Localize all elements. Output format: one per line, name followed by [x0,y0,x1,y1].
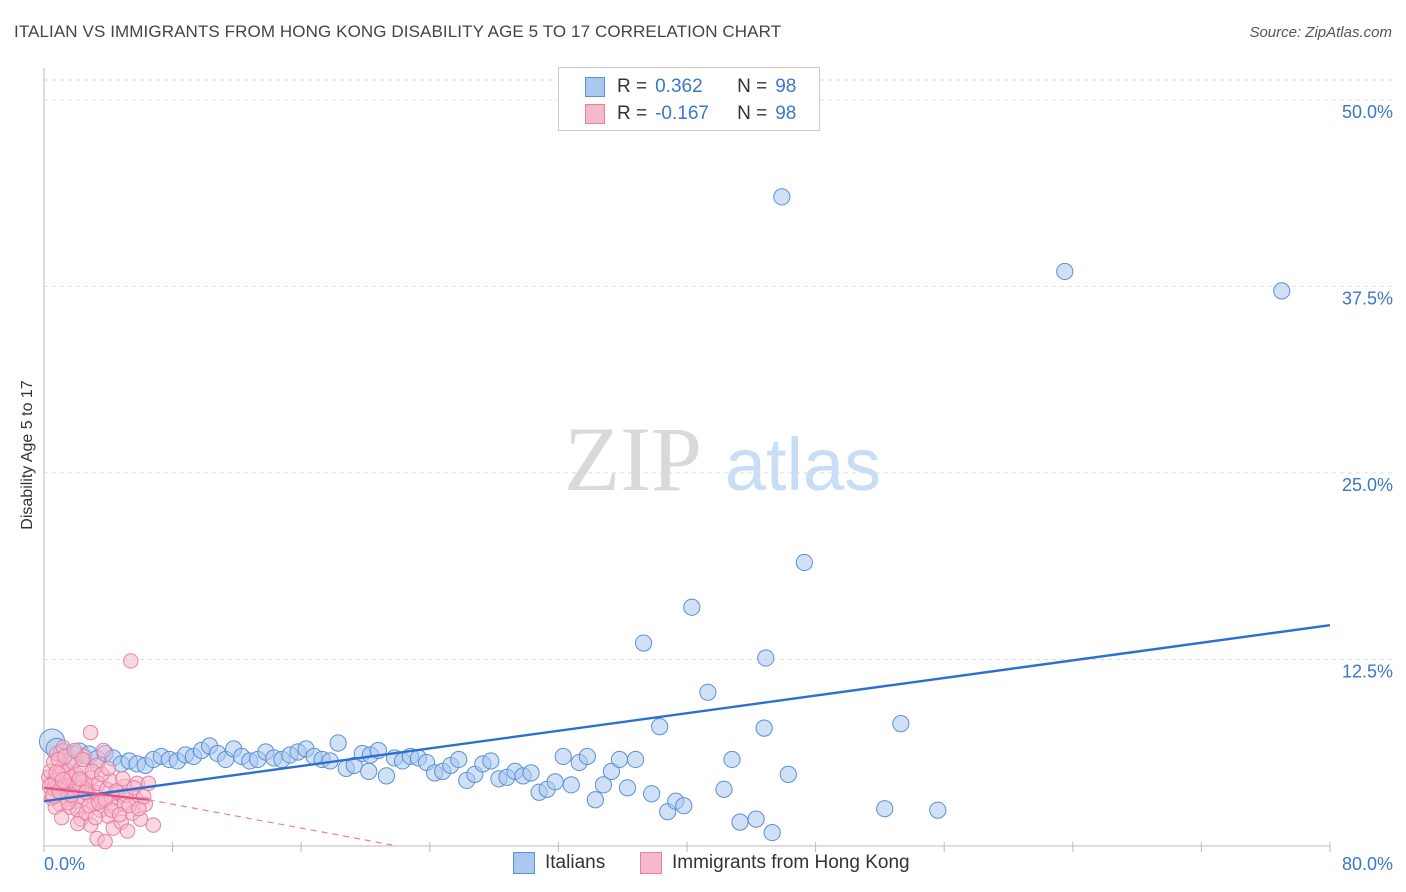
trend-lines [43,623,1331,847]
hongkong-point [123,653,139,669]
y-tick-label: 25.0% [1342,475,1393,495]
legend-swatch-hongkong [640,852,662,874]
watermark-zip: ZIP [564,408,702,510]
x-tick-label: 0.0% [44,854,85,874]
hongkong-trend-line [43,786,149,801]
italians-point [450,750,468,769]
italians-point [578,747,596,766]
italians-point [699,683,717,701]
x-tick-label: 80.0% [1342,854,1393,874]
italians-point [1273,282,1291,300]
italians-point [610,750,629,769]
italians-point [929,801,947,819]
italians-point [482,752,500,770]
italians-point [675,797,693,815]
italians-point [683,598,701,616]
legend-row-italians: R = 0.362 N = 98 [559,74,796,100]
legend-item-hongkong[interactable]: Immigrants from Hong Kong [640,852,910,874]
hongkong-point [95,742,112,759]
italians-point [763,823,781,842]
legend-r-italians: 0.362 [655,76,703,97]
legend-label-hongkong: Immigrants from Hong Kong [672,852,910,873]
watermark: ZIP atlas [564,408,881,510]
grid-lines [44,79,1392,660]
italians-point [554,747,572,766]
italians-point [731,813,749,831]
hongkong-point [111,806,128,823]
italians-point [755,719,773,737]
italians-point [643,785,661,803]
italians-point [360,762,378,780]
italians-point [634,634,653,652]
stats-legend: R = 0.362 N = 98 R = -0.167 N = 98 [558,67,820,131]
legend-item-italians[interactable]: Italians [513,852,605,874]
italians-point [779,765,797,783]
hongkong-point [71,771,88,787]
italians-point [626,750,645,769]
italians-point [562,776,580,794]
italians-point [345,756,363,775]
italians-point [715,780,733,798]
italians-point [586,791,604,809]
italians-point [876,800,894,818]
italians-trend-line [43,623,1331,803]
legend-n-italians: 98 [775,76,797,97]
legend-swatch-italians [513,852,535,874]
hongkong-trend-line-extension [148,799,398,847]
italians-point [546,773,564,791]
italians-point [795,553,813,572]
italians-point [618,779,637,797]
italians-point [747,810,765,828]
italians-point [329,734,347,752]
hongkong-point [115,771,131,787]
chart-title: ITALIAN VS IMMIGRANTS FROM HONG KONG DIS… [14,22,782,41]
y-tick-label: 37.5% [1342,288,1393,308]
axes [43,68,1331,852]
italians-point [723,750,741,769]
legend-row-hongkong: R = -0.167 N = 98 [559,101,796,127]
hongkong-point [82,724,99,741]
italians-point [594,776,613,794]
legend-swatch-italians [585,77,605,97]
hongkong-points [41,653,162,850]
legend-r-label: R = [617,76,648,97]
hongkong-point [135,789,152,805]
legend-n-label: N = [737,76,768,97]
italians-point [602,762,621,780]
legend-label-italians: Italians [545,852,606,873]
legend-r-label: R = [617,103,648,124]
series-legend: Italians Immigrants from Hong Kong [0,852,1406,876]
hongkong-point [54,771,72,789]
legend-n-hongkong: 98 [775,103,797,124]
y-tick-label: 50.0% [1342,102,1393,122]
hongkong-point [74,751,91,768]
italians-point [522,764,540,782]
italians-point [892,715,910,733]
source-credit: Source: ZipAtlas.com [1249,24,1392,41]
hongkong-point [70,815,86,832]
hongkong-point [145,817,162,833]
legend-n-label: N = [737,103,768,124]
hongkong-point [100,760,117,777]
italians-point [773,188,791,206]
hongkong-point [97,833,113,850]
hongkong-point [87,809,104,826]
hongkong-point [119,823,136,839]
italians-point [757,649,775,667]
italians-point [651,718,669,736]
tick-labels: 12.5% 25.0% 37.5% 50.0% 0.0% 80.0% [44,102,1393,874]
watermark-atlas: atlas [725,423,881,506]
italians-point [1056,262,1074,281]
italians-point [377,767,395,785]
legend-swatch-hongkong [585,104,605,124]
y-tick-label: 12.5% [1342,661,1393,681]
hongkong-point [53,809,70,826]
legend-r-hongkong: -0.167 [655,103,709,124]
